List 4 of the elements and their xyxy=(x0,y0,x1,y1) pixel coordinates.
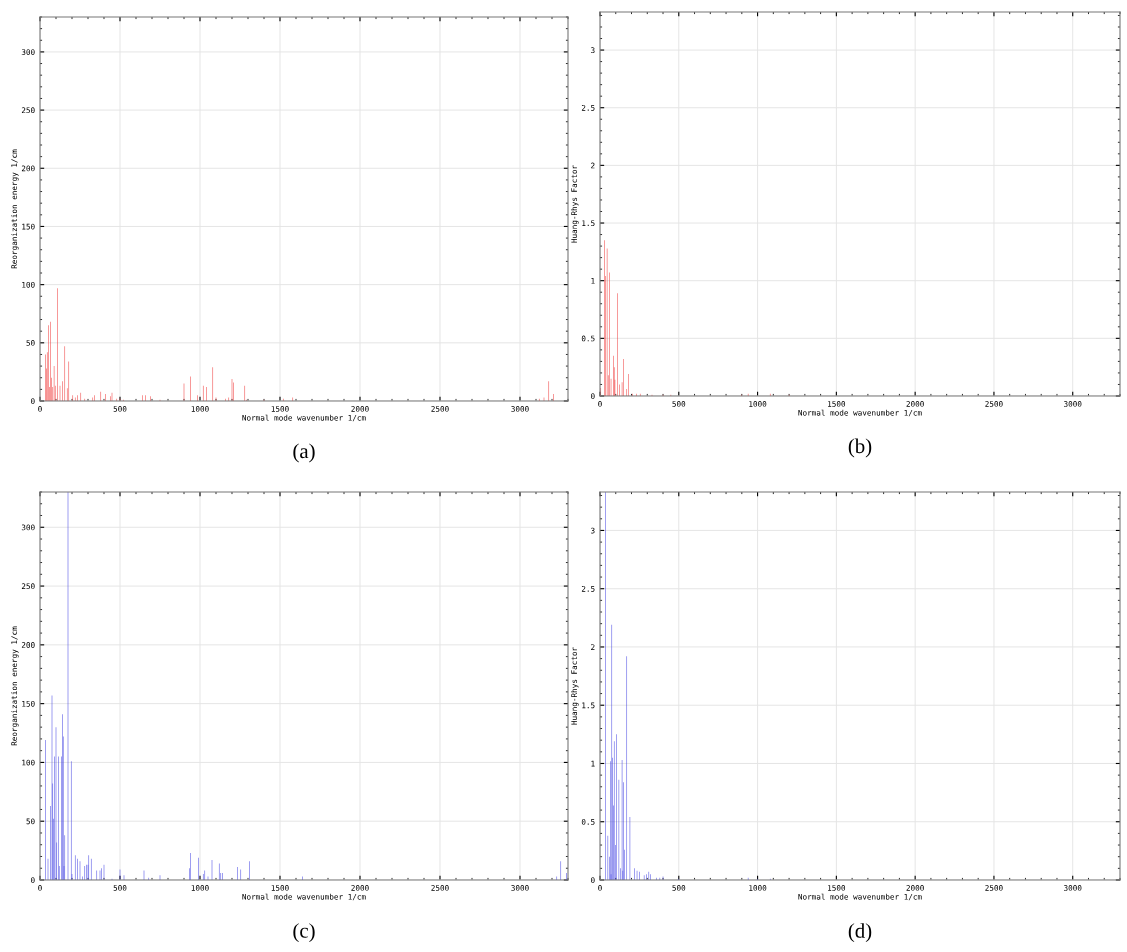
text: (a) xyxy=(293,443,315,463)
text: (c) xyxy=(293,923,315,943)
text: (d) xyxy=(848,923,872,943)
text: (b) xyxy=(848,438,872,458)
